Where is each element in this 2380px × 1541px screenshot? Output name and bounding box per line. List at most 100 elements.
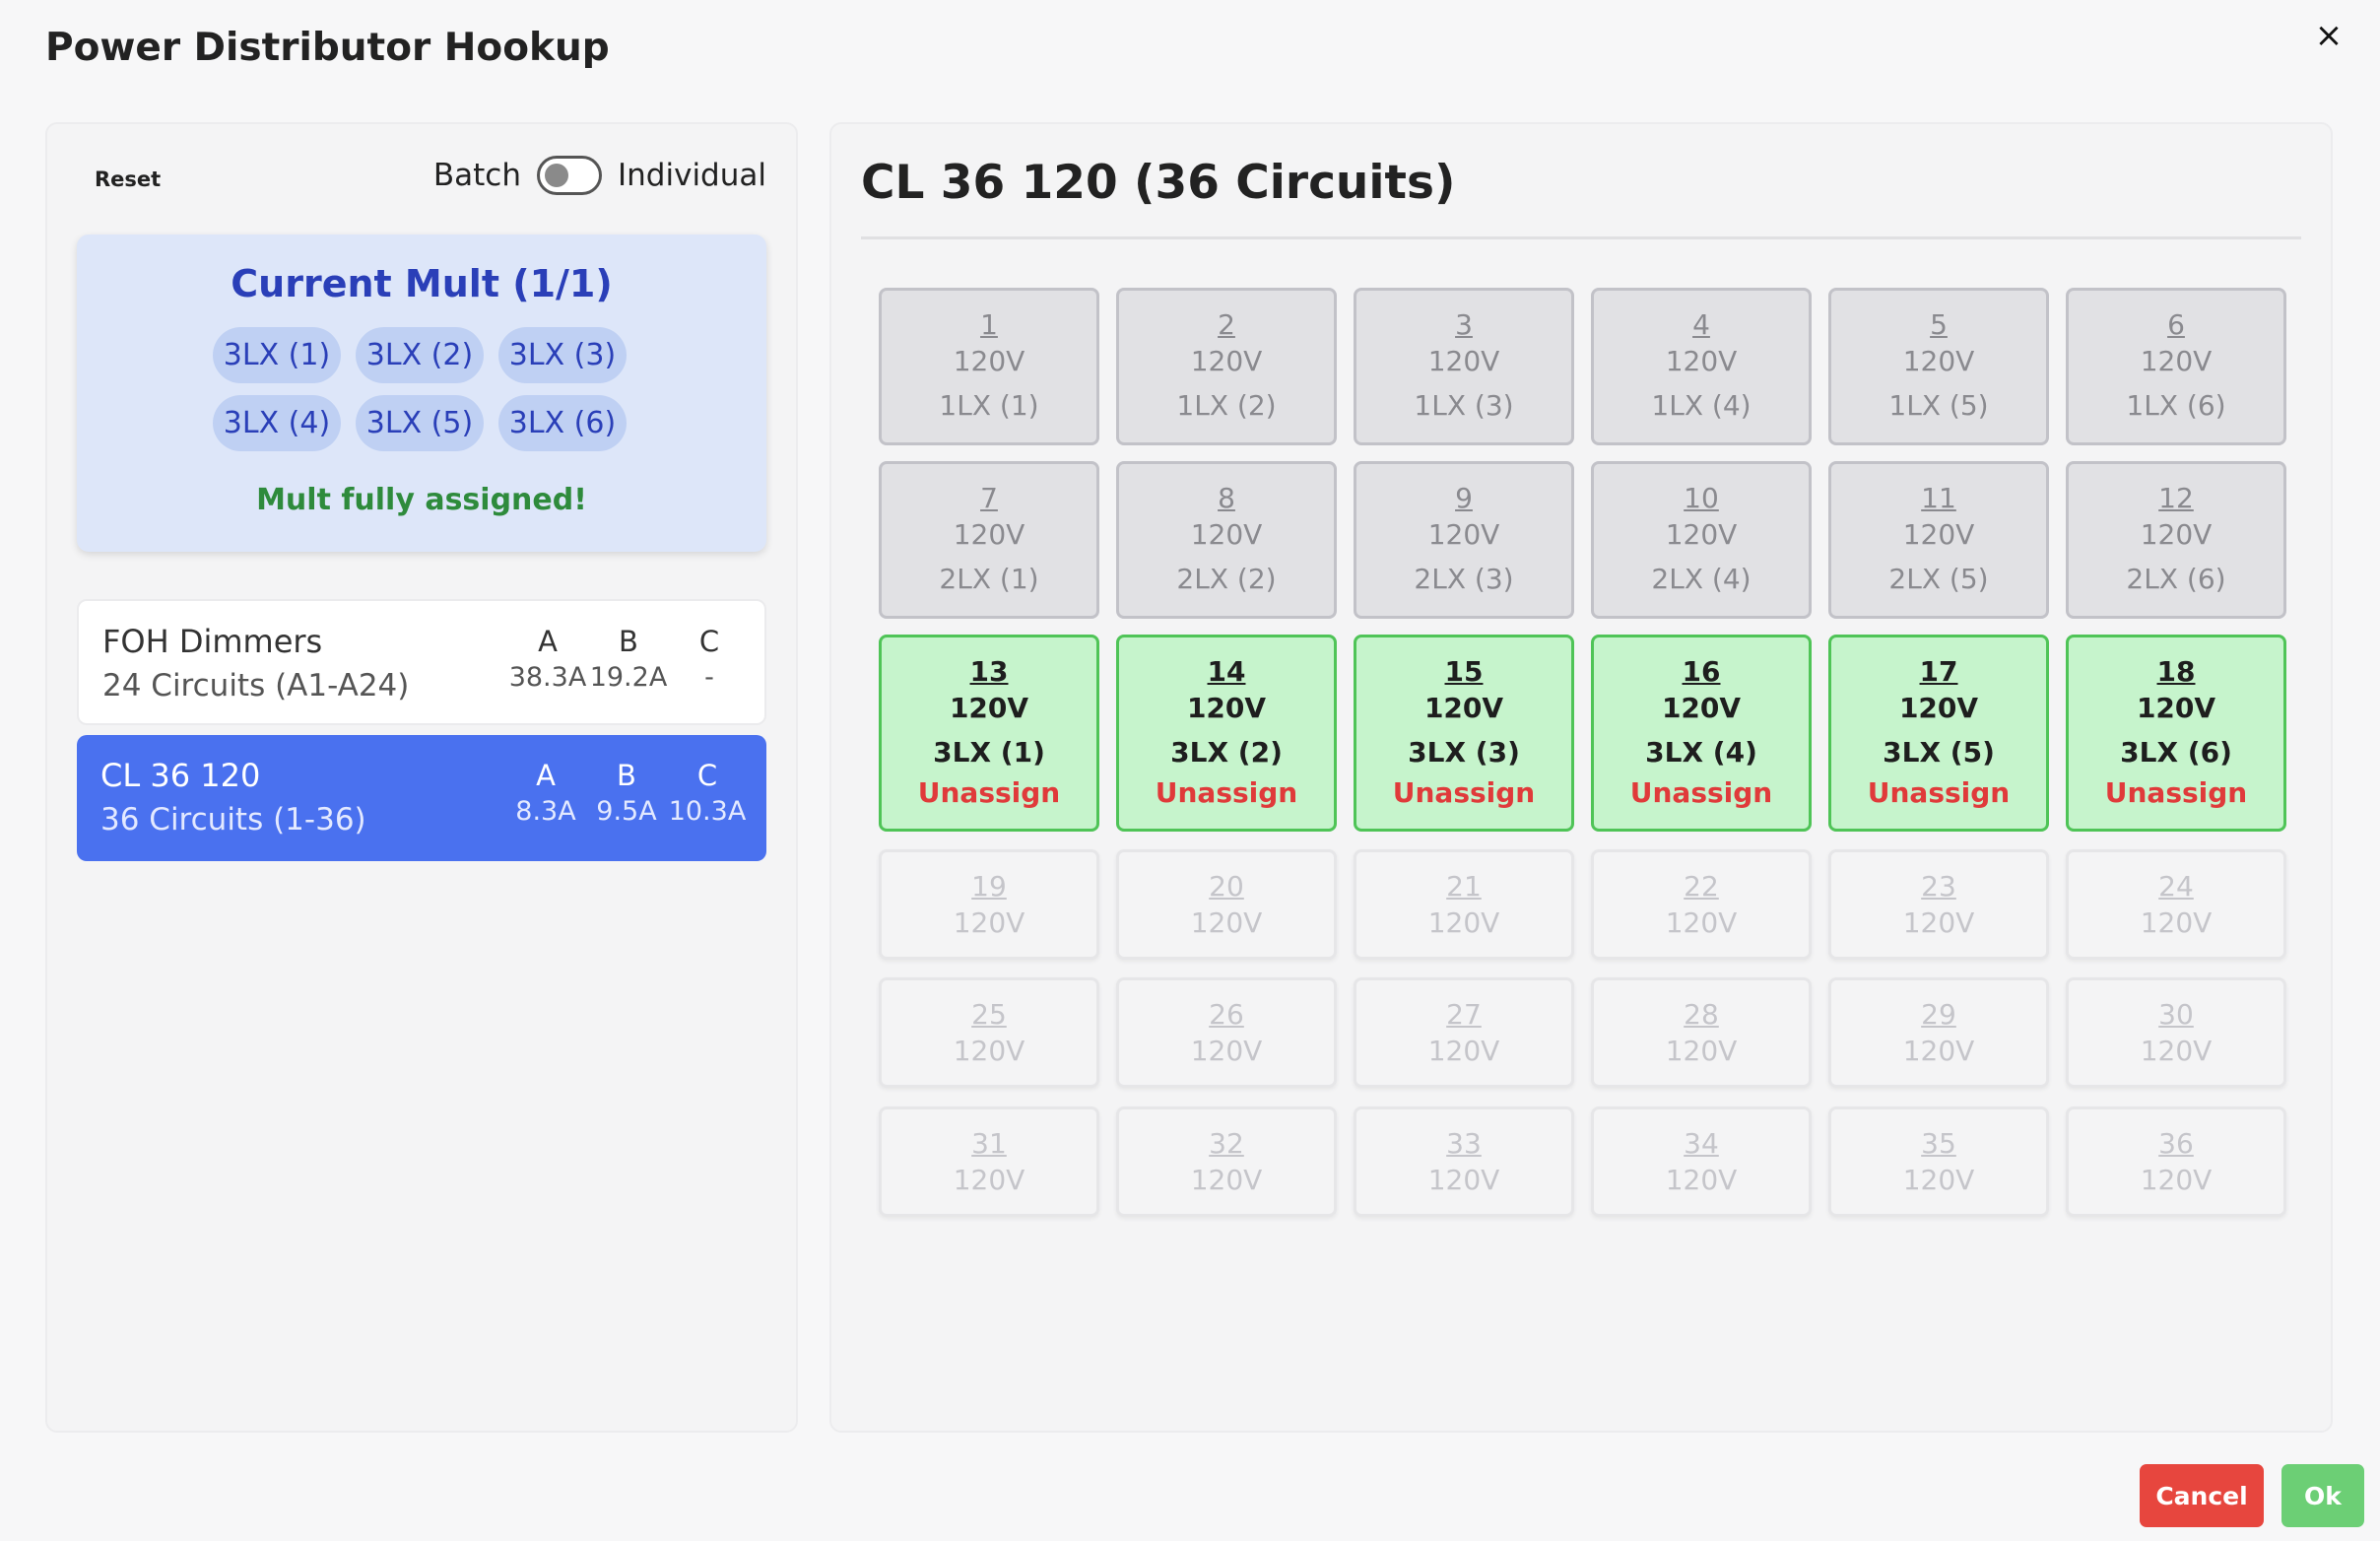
circuit-number[interactable]: 27 <box>1446 998 1482 1031</box>
toggle-knob <box>545 164 569 187</box>
circuit-4[interactable]: 4 120V 1LX (4) <box>1591 288 1812 445</box>
circuit-3[interactable]: 3 120V 1LX (3) <box>1354 288 1574 445</box>
circuit-voltage: 120V <box>2140 518 2213 551</box>
mult-status-message: Mult fully assigned! <box>256 483 587 517</box>
circuit-number[interactable]: 9 <box>1455 482 1473 514</box>
mult-chip[interactable]: 3LX (4) <box>213 395 341 451</box>
distributor-item-cl-36-120[interactable]: CL 36 120 36 Circuits (1-36) A 8.3A B 9.… <box>77 735 766 861</box>
circuit-30[interactable]: 30 120V <box>2066 977 2286 1088</box>
individual-label: Individual <box>618 158 766 193</box>
circuit-number[interactable]: 5 <box>1930 308 1948 341</box>
circuit-15[interactable]: 15 120V 3LX (3) Unassign <box>1354 635 1574 832</box>
circuit-number[interactable]: 3 <box>1455 308 1473 341</box>
circuit-14[interactable]: 14 120V 3LX (2) Unassign <box>1116 635 1337 832</box>
unassign-button[interactable]: Unassign <box>1629 776 1773 809</box>
circuit-number[interactable]: 14 <box>1207 655 1246 688</box>
circuit-number[interactable]: 26 <box>1209 998 1244 1031</box>
unassign-button[interactable]: Unassign <box>1867 776 2011 809</box>
circuit-number[interactable]: 13 <box>969 655 1009 688</box>
circuit-29[interactable]: 29 120V <box>1828 977 2049 1088</box>
circuit-number[interactable]: 33 <box>1446 1127 1482 1160</box>
circuit-7[interactable]: 7 120V 2LX (1) <box>879 461 1099 619</box>
circuit-voltage: 120V <box>1427 1164 1500 1196</box>
circuit-number[interactable]: 2 <box>1218 308 1235 341</box>
circuit-number[interactable]: 17 <box>1919 655 1958 688</box>
circuit-19[interactable]: 19 120V <box>879 849 1099 960</box>
circuit-number[interactable]: 15 <box>1444 655 1484 688</box>
circuit-number[interactable]: 7 <box>980 482 998 514</box>
circuit-number[interactable]: 18 <box>2156 655 2196 688</box>
circuit-number[interactable]: 4 <box>1692 308 1710 341</box>
circuit-voltage: 120V <box>1902 518 1975 551</box>
circuit-28[interactable]: 28 120V <box>1591 977 1812 1088</box>
circuit-24[interactable]: 24 120V <box>2066 849 2286 960</box>
circuit-number[interactable]: 25 <box>971 998 1007 1031</box>
circuit-25[interactable]: 25 120V <box>879 977 1099 1088</box>
circuit-number[interactable]: 30 <box>2158 998 2194 1031</box>
circuit-5[interactable]: 5 120V 1LX (5) <box>1828 288 2049 445</box>
circuit-number[interactable]: 11 <box>1921 482 1956 514</box>
circuit-36[interactable]: 36 120V <box>2066 1106 2286 1217</box>
circuit-22[interactable]: 22 120V <box>1591 849 1812 960</box>
circuit-10[interactable]: 10 120V 2LX (4) <box>1591 461 1812 619</box>
circuit-number[interactable]: 16 <box>1682 655 1721 688</box>
circuit-number[interactable]: 10 <box>1684 482 1719 514</box>
mult-chip[interactable]: 3LX (6) <box>498 395 627 451</box>
circuit-number[interactable]: 8 <box>1218 482 1235 514</box>
circuit-20[interactable]: 20 120V <box>1116 849 1337 960</box>
circuit-number[interactable]: 22 <box>1684 870 1719 903</box>
distributor-item-foh-dimmers[interactable]: FOH Dimmers 24 Circuits (A1-A24) A 38.3A… <box>77 599 766 725</box>
unassign-button[interactable]: Unassign <box>1155 776 1298 809</box>
unassign-button[interactable]: Unassign <box>1392 776 1536 809</box>
mult-chip-grid: 3LX (1) 3LX (2) 3LX (3) 3LX (4) 3LX (5) … <box>213 327 636 451</box>
circuit-6[interactable]: 6 120V 1LX (6) <box>2066 288 2286 445</box>
circuit-number[interactable]: 28 <box>1684 998 1719 1031</box>
circuit-number[interactable]: 23 <box>1921 870 1956 903</box>
close-icon[interactable]: × <box>2314 16 2344 55</box>
circuit-number[interactable]: 21 <box>1446 870 1482 903</box>
circuit-panel: CL 36 120 (36 Circuits) 1 120V 1LX (1) 2 120… <box>829 122 2333 1433</box>
cancel-button[interactable]: Cancel <box>2140 1464 2264 1527</box>
circuit-number[interactable]: 20 <box>1209 870 1244 903</box>
circuit-31[interactable]: 31 120V <box>879 1106 1099 1217</box>
circuit-27[interactable]: 27 120V <box>1354 977 1574 1088</box>
circuit-8[interactable]: 8 120V 2LX (2) <box>1116 461 1337 619</box>
circuit-number[interactable]: 34 <box>1684 1127 1719 1160</box>
mult-chip[interactable]: 3LX (5) <box>356 395 484 451</box>
mult-chip[interactable]: 3LX (3) <box>498 327 627 383</box>
circuit-1[interactable]: 1 120V 1LX (1) <box>879 288 1099 445</box>
circuit-35[interactable]: 35 120V <box>1828 1106 2049 1217</box>
circuit-23[interactable]: 23 120V <box>1828 849 2049 960</box>
mult-chip[interactable]: 3LX (1) <box>213 327 341 383</box>
ok-button[interactable]: Ok <box>2281 1464 2364 1527</box>
circuit-number[interactable]: 1 <box>980 308 998 341</box>
circuit-2[interactable]: 2 120V 1LX (2) <box>1116 288 1337 445</box>
circuit-number[interactable]: 19 <box>971 870 1007 903</box>
circuit-number[interactable]: 35 <box>1921 1127 1956 1160</box>
circuit-number[interactable]: 32 <box>1209 1127 1244 1160</box>
circuit-number[interactable]: 29 <box>1921 998 1956 1031</box>
circuit-18[interactable]: 18 120V 3LX (6) Unassign <box>2066 635 2286 832</box>
unassign-button[interactable]: Unassign <box>2104 776 2248 809</box>
circuit-34[interactable]: 34 120V <box>1591 1106 1812 1217</box>
circuit-16[interactable]: 16 120V 3LX (4) Unassign <box>1591 635 1812 832</box>
unassign-button[interactable]: Unassign <box>917 776 1061 809</box>
circuit-number[interactable]: 12 <box>2158 482 2194 514</box>
circuit-17[interactable]: 17 120V 3LX (5) Unassign <box>1828 635 2049 832</box>
circuit-13[interactable]: 13 120V 3LX (1) Unassign <box>879 635 1099 832</box>
circuit-9[interactable]: 9 120V 2LX (3) <box>1354 461 1574 619</box>
circuit-33[interactable]: 33 120V <box>1354 1106 1574 1217</box>
circuit-21[interactable]: 21 120V <box>1354 849 1574 960</box>
mult-chip[interactable]: 3LX (2) <box>356 327 484 383</box>
reset-button[interactable]: Reset <box>95 168 162 191</box>
circuit-number[interactable]: 36 <box>2158 1127 2194 1160</box>
circuit-number[interactable]: 24 <box>2158 870 2194 903</box>
circuit-number[interactable]: 6 <box>2167 308 2185 341</box>
batch-individual-toggle[interactable] <box>537 156 603 195</box>
circuit-12[interactable]: 12 120V 2LX (6) <box>2066 461 2286 619</box>
circuit-11[interactable]: 11 120V 2LX (5) <box>1828 461 2049 619</box>
circuit-26[interactable]: 26 120V <box>1116 977 1337 1088</box>
circuit-number[interactable]: 31 <box>971 1127 1007 1160</box>
circuit-32[interactable]: 32 120V <box>1116 1106 1337 1217</box>
phase-label: B <box>619 625 638 658</box>
